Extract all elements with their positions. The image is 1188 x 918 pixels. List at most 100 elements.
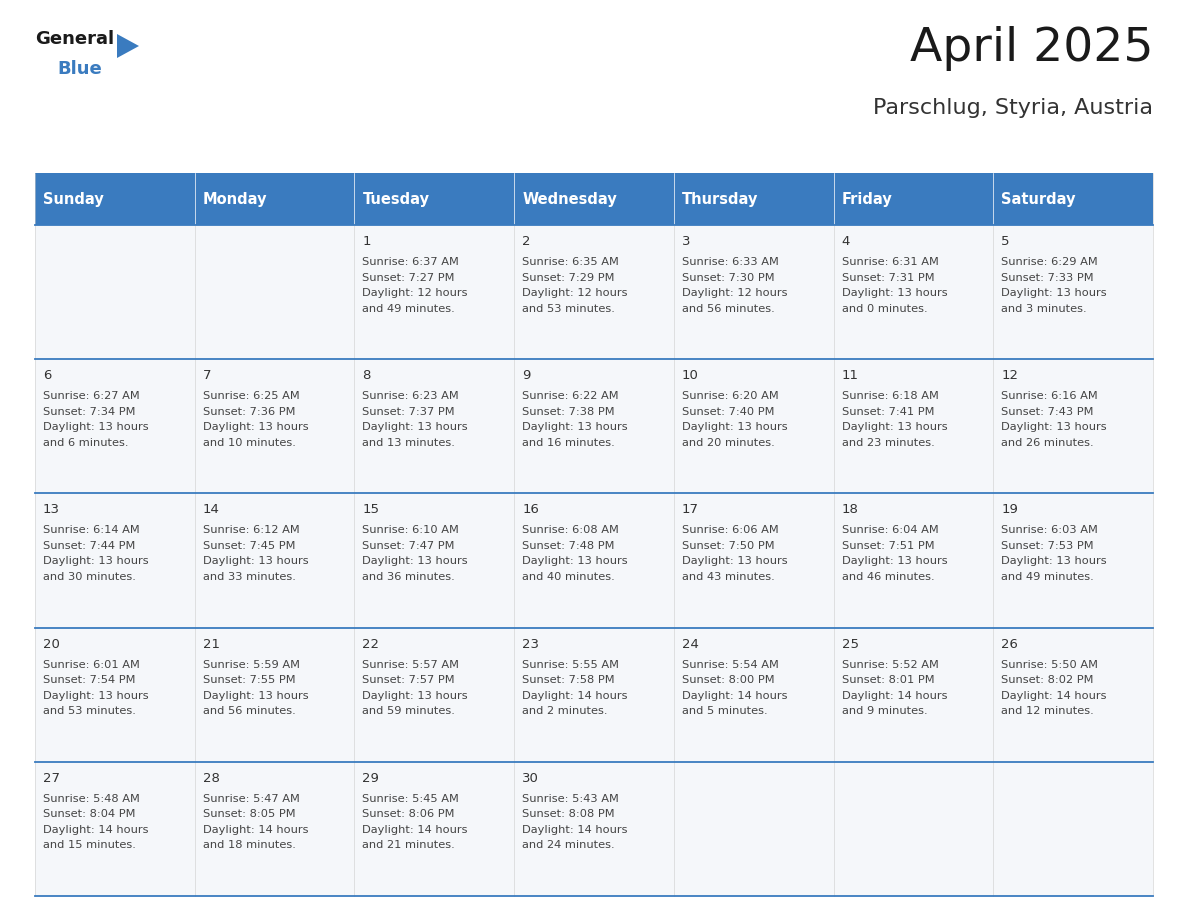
Text: Sunrise: 6:06 AM: Sunrise: 6:06 AM bbox=[682, 525, 778, 535]
Text: and 53 minutes.: and 53 minutes. bbox=[523, 304, 615, 314]
Text: 8: 8 bbox=[362, 369, 371, 382]
Text: Sunset: 7:36 PM: Sunset: 7:36 PM bbox=[203, 407, 295, 417]
Text: and 56 minutes.: and 56 minutes. bbox=[203, 706, 296, 716]
Text: Parschlug, Styria, Austria: Parschlug, Styria, Austria bbox=[873, 98, 1154, 118]
Bar bbox=[514, 359, 674, 493]
Bar bbox=[834, 493, 993, 628]
Text: 24: 24 bbox=[682, 638, 699, 651]
Text: Daylight: 13 hours: Daylight: 13 hours bbox=[43, 690, 148, 700]
Text: 20: 20 bbox=[43, 638, 59, 651]
Text: and 12 minutes.: and 12 minutes. bbox=[1001, 706, 1094, 716]
Text: Daylight: 13 hours: Daylight: 13 hours bbox=[203, 422, 309, 432]
Text: Sunset: 8:08 PM: Sunset: 8:08 PM bbox=[523, 810, 614, 819]
Text: Daylight: 14 hours: Daylight: 14 hours bbox=[203, 824, 308, 834]
Text: Sunset: 8:00 PM: Sunset: 8:00 PM bbox=[682, 675, 775, 685]
Text: 7: 7 bbox=[203, 369, 211, 382]
Text: Sunrise: 5:54 AM: Sunrise: 5:54 AM bbox=[682, 660, 778, 669]
Bar bbox=[34, 628, 195, 762]
Text: Sunrise: 6:25 AM: Sunrise: 6:25 AM bbox=[203, 391, 299, 401]
Bar bbox=[674, 628, 834, 762]
Text: Sunrise: 5:57 AM: Sunrise: 5:57 AM bbox=[362, 660, 460, 669]
Text: Sunrise: 6:12 AM: Sunrise: 6:12 AM bbox=[203, 525, 299, 535]
Text: Daylight: 12 hours: Daylight: 12 hours bbox=[362, 288, 468, 298]
Bar bbox=[354, 359, 514, 493]
Text: Sunset: 7:38 PM: Sunset: 7:38 PM bbox=[523, 407, 614, 417]
Text: 14: 14 bbox=[203, 503, 220, 517]
Text: and 6 minutes.: and 6 minutes. bbox=[43, 438, 128, 448]
Text: Sunrise: 6:04 AM: Sunrise: 6:04 AM bbox=[841, 525, 939, 535]
Text: Daylight: 13 hours: Daylight: 13 hours bbox=[841, 288, 947, 298]
Text: and 21 minutes.: and 21 minutes. bbox=[362, 840, 455, 850]
Text: Daylight: 13 hours: Daylight: 13 hours bbox=[362, 690, 468, 700]
Text: 18: 18 bbox=[841, 503, 859, 517]
Text: Sunset: 7:54 PM: Sunset: 7:54 PM bbox=[43, 675, 135, 685]
Text: Sunset: 7:55 PM: Sunset: 7:55 PM bbox=[203, 675, 296, 685]
Bar bbox=[993, 493, 1154, 628]
Text: Sunset: 7:43 PM: Sunset: 7:43 PM bbox=[1001, 407, 1094, 417]
Text: Daylight: 13 hours: Daylight: 13 hours bbox=[523, 556, 627, 566]
Bar bbox=[834, 225, 993, 359]
Text: Sunset: 7:40 PM: Sunset: 7:40 PM bbox=[682, 407, 775, 417]
Text: Daylight: 14 hours: Daylight: 14 hours bbox=[523, 690, 627, 700]
Text: and 33 minutes.: and 33 minutes. bbox=[203, 572, 296, 582]
Text: Daylight: 14 hours: Daylight: 14 hours bbox=[43, 824, 148, 834]
Bar bbox=[195, 225, 354, 359]
Text: and 26 minutes.: and 26 minutes. bbox=[1001, 438, 1094, 448]
Text: Sunrise: 5:50 AM: Sunrise: 5:50 AM bbox=[1001, 660, 1098, 669]
Text: April 2025: April 2025 bbox=[910, 26, 1154, 71]
Text: Sunrise: 6:37 AM: Sunrise: 6:37 AM bbox=[362, 257, 460, 267]
Text: Daylight: 13 hours: Daylight: 13 hours bbox=[682, 556, 788, 566]
Text: Sunrise: 6:22 AM: Sunrise: 6:22 AM bbox=[523, 391, 619, 401]
Text: and 23 minutes.: and 23 minutes. bbox=[841, 438, 934, 448]
Text: 4: 4 bbox=[841, 235, 849, 248]
Text: and 24 minutes.: and 24 minutes. bbox=[523, 840, 614, 850]
Text: 23: 23 bbox=[523, 638, 539, 651]
Text: Sunset: 7:27 PM: Sunset: 7:27 PM bbox=[362, 273, 455, 283]
Text: and 36 minutes.: and 36 minutes. bbox=[362, 572, 455, 582]
Text: Sunrise: 5:52 AM: Sunrise: 5:52 AM bbox=[841, 660, 939, 669]
Text: and 20 minutes.: and 20 minutes. bbox=[682, 438, 775, 448]
Bar bbox=[674, 225, 834, 359]
Bar bbox=[195, 628, 354, 762]
Text: Daylight: 13 hours: Daylight: 13 hours bbox=[362, 422, 468, 432]
Text: Sunrise: 5:48 AM: Sunrise: 5:48 AM bbox=[43, 794, 140, 804]
Text: Daylight: 13 hours: Daylight: 13 hours bbox=[203, 690, 309, 700]
Text: Sunrise: 6:33 AM: Sunrise: 6:33 AM bbox=[682, 257, 778, 267]
Text: Sunset: 7:58 PM: Sunset: 7:58 PM bbox=[523, 675, 614, 685]
Bar bbox=[834, 762, 993, 896]
Text: Daylight: 14 hours: Daylight: 14 hours bbox=[362, 824, 468, 834]
Text: 1: 1 bbox=[362, 235, 371, 248]
Bar bbox=[34, 359, 195, 493]
Text: 5: 5 bbox=[1001, 235, 1010, 248]
Text: 17: 17 bbox=[682, 503, 699, 517]
Text: Sunrise: 6:16 AM: Sunrise: 6:16 AM bbox=[1001, 391, 1098, 401]
Text: 9: 9 bbox=[523, 369, 531, 382]
Bar bbox=[354, 173, 514, 225]
Bar bbox=[993, 359, 1154, 493]
Bar bbox=[834, 628, 993, 762]
Text: Daylight: 14 hours: Daylight: 14 hours bbox=[523, 824, 627, 834]
Text: Sunrise: 6:27 AM: Sunrise: 6:27 AM bbox=[43, 391, 140, 401]
Text: 22: 22 bbox=[362, 638, 379, 651]
Text: Daylight: 12 hours: Daylight: 12 hours bbox=[682, 288, 788, 298]
Text: Sunrise: 5:47 AM: Sunrise: 5:47 AM bbox=[203, 794, 299, 804]
Text: Sunrise: 5:59 AM: Sunrise: 5:59 AM bbox=[203, 660, 299, 669]
Text: 6: 6 bbox=[43, 369, 51, 382]
Text: Sunrise: 6:20 AM: Sunrise: 6:20 AM bbox=[682, 391, 778, 401]
Text: Sunrise: 5:45 AM: Sunrise: 5:45 AM bbox=[362, 794, 460, 804]
Text: and 43 minutes.: and 43 minutes. bbox=[682, 572, 775, 582]
Bar bbox=[34, 225, 195, 359]
Text: Sunrise: 6:10 AM: Sunrise: 6:10 AM bbox=[362, 525, 460, 535]
Text: and 53 minutes.: and 53 minutes. bbox=[43, 706, 135, 716]
Text: Sunset: 8:06 PM: Sunset: 8:06 PM bbox=[362, 810, 455, 819]
Text: Sunrise: 6:18 AM: Sunrise: 6:18 AM bbox=[841, 391, 939, 401]
Bar bbox=[514, 225, 674, 359]
Text: 2: 2 bbox=[523, 235, 531, 248]
Text: and 18 minutes.: and 18 minutes. bbox=[203, 840, 296, 850]
Bar bbox=[34, 493, 195, 628]
Text: 10: 10 bbox=[682, 369, 699, 382]
Text: and 49 minutes.: and 49 minutes. bbox=[362, 304, 455, 314]
Text: 21: 21 bbox=[203, 638, 220, 651]
Text: Sunset: 7:45 PM: Sunset: 7:45 PM bbox=[203, 541, 295, 551]
Text: Sunset: 7:53 PM: Sunset: 7:53 PM bbox=[1001, 541, 1094, 551]
